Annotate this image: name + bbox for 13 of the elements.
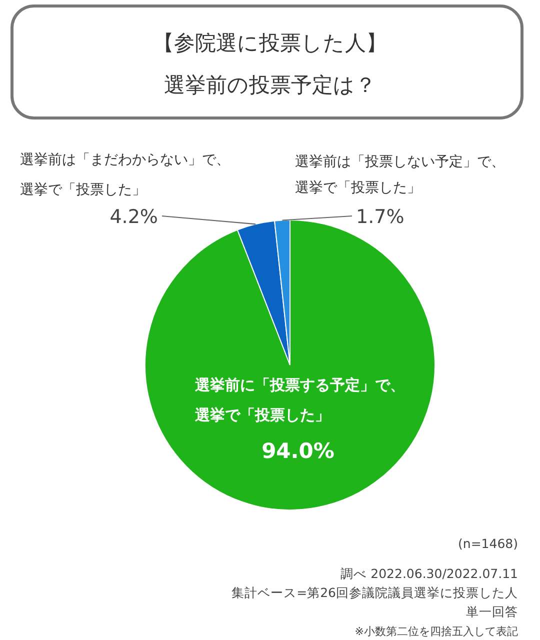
text: 単一回答	[466, 604, 518, 619]
slice-label: 選挙前に「投票する予定」で、選挙で「投票した」	[194, 376, 405, 424]
slice-label: 選挙前は「まだわからない」で、選挙で「投票した」	[20, 152, 230, 198]
chart-title: 【参院選に投票した人】	[153, 31, 387, 55]
data-label: 94.0%	[262, 439, 334, 463]
text: 集計ベース=第26回参議院議員選挙に投票した人	[232, 585, 518, 600]
text: 調べ 2022.06.30/2022.07.11	[340, 566, 518, 581]
chart-subtitle: 選挙前の投票予定は？	[164, 73, 376, 97]
data-label: 4.2%	[110, 206, 158, 228]
text: ※小数第二位を四捨五入して表記	[354, 625, 518, 638]
data-label: 1.7%	[356, 206, 404, 228]
text: (n=1468)	[458, 536, 518, 551]
slice-label: 選挙前は「投票しない予定」で、選挙で「投票した」	[295, 154, 505, 196]
